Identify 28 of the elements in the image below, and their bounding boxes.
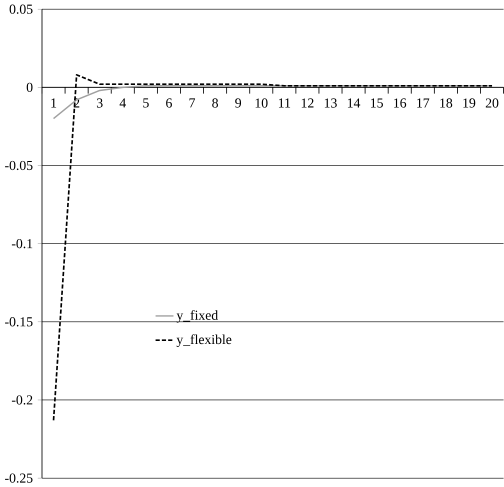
x-tick-label: 9 (235, 98, 242, 108)
x-tick-label: 6 (166, 98, 172, 108)
y-tick-label: -0.2 (12, 395, 32, 404)
x-tick-label: 7 (190, 98, 196, 108)
y-tick-label: -0.05 (5, 160, 33, 170)
x-tick-label: 19 (463, 98, 476, 108)
x-tick-label: 3 (96, 98, 103, 108)
x-tick-label: 5 (143, 98, 149, 108)
x-tick-label: 15 (371, 98, 383, 108)
x-tick-label: 14 (348, 98, 360, 108)
legend-label: y_fixed (176, 310, 218, 323)
x-tick-label: 10 (256, 98, 268, 108)
x-tick-label: 18 (440, 98, 452, 108)
x-tick-label: 13 (324, 98, 337, 108)
x-tick-label: 12 (302, 98, 314, 108)
x-tick-label: 4 (120, 98, 126, 108)
legend-label: y_flexible (176, 334, 232, 347)
x-tick-label: 17 (417, 98, 430, 108)
y-tick-label: -0.25 (5, 473, 33, 483)
x-tick-label: 20 (486, 98, 498, 108)
x-tick-label: 11 (278, 98, 290, 108)
y-tick-label: -0.15 (5, 317, 33, 326)
y-tick-label: 0 (26, 82, 33, 92)
x-tick-label: 1 (51, 98, 56, 108)
y-tick-label: -0.1 (12, 238, 32, 248)
x-tick-label: 16 (394, 98, 406, 108)
x-tick-label: 8 (212, 98, 218, 108)
y-tick-label: 0.05 (10, 4, 33, 14)
